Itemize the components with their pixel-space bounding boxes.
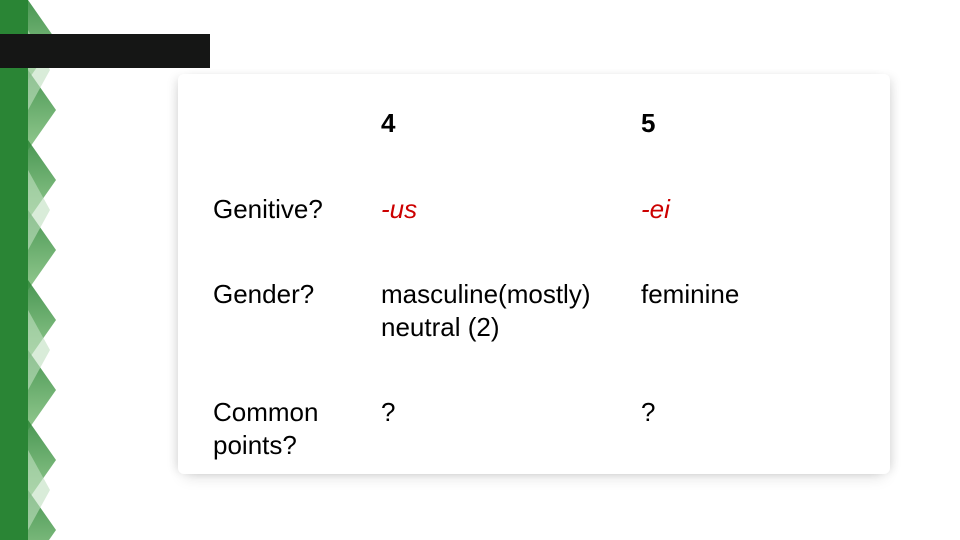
table-row: Genitive? -us -ei — [201, 174, 869, 260]
left-accent-chevrons — [28, 0, 56, 540]
header-col-4: 4 — [369, 89, 629, 175]
row-label: Gender? — [201, 260, 369, 378]
cell-gender-5: feminine — [629, 260, 869, 378]
table-header-row: 4 5 — [201, 89, 869, 175]
cell-gender-4: masculine(mostly) neutral (2) — [369, 260, 629, 378]
header-empty — [201, 89, 369, 175]
cell-common-5: ? — [629, 378, 869, 496]
cell-genitive-5: -ei — [629, 174, 869, 260]
row-label: Common points? — [201, 378, 369, 496]
cell-common-4: ? — [369, 378, 629, 496]
declension-table: 4 5 Genitive? -us -ei Gender? masculine(… — [200, 88, 869, 496]
left-accent-band — [0, 0, 28, 540]
title-bar — [0, 34, 210, 68]
header-col-5: 5 — [629, 89, 869, 175]
row-label: Genitive? — [201, 174, 369, 260]
table-row: Common points? ? ? — [201, 378, 869, 496]
table-row: Gender? masculine(mostly) neutral (2) fe… — [201, 260, 869, 378]
cell-genitive-4: -us — [369, 174, 629, 260]
